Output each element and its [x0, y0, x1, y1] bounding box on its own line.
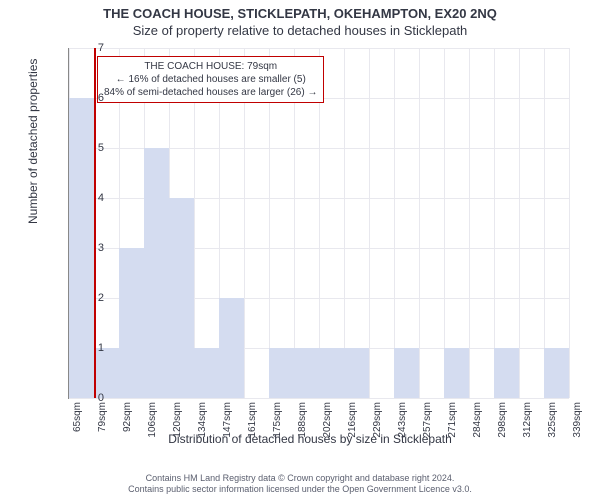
gridline-v — [419, 48, 420, 398]
xtick-label: 92sqm — [122, 402, 133, 452]
xtick-label: 161sqm — [247, 402, 258, 452]
xtick-label: 271sqm — [447, 402, 458, 452]
annotation-line2: ← 16% of detached houses are smaller (5) — [104, 73, 317, 86]
ytick-label: 7 — [84, 42, 104, 54]
xtick-label: 147sqm — [222, 402, 233, 452]
xtick-label: 243sqm — [397, 402, 408, 452]
gridline-v — [394, 48, 395, 398]
xtick-label: 65sqm — [72, 402, 83, 452]
annotation-box: THE COACH HOUSE: 79sqm ← 16% of detached… — [97, 56, 324, 103]
histogram-bar — [194, 348, 219, 398]
xtick-label: 298sqm — [497, 402, 508, 452]
histogram-bar — [344, 348, 369, 398]
histogram-bar — [269, 348, 294, 398]
footer-line1: Contains HM Land Registry data © Crown c… — [0, 473, 600, 485]
xtick-label: 325sqm — [547, 402, 558, 452]
plot-area: THE COACH HOUSE: 79sqm ← 16% of detached… — [68, 48, 569, 399]
annotation-line1: THE COACH HOUSE: 79sqm — [104, 60, 317, 73]
title-line2: Size of property relative to detached ho… — [0, 21, 600, 38]
gridline-v — [444, 48, 445, 398]
ytick-label: 1 — [84, 342, 104, 354]
histogram-bar — [544, 348, 569, 398]
ytick-label: 3 — [84, 242, 104, 254]
histogram-bar — [169, 198, 194, 398]
y-axis-label: Number of detached properties — [26, 59, 40, 224]
title-line1: THE COACH HOUSE, STICKLEPATH, OKEHAMPTON… — [0, 0, 600, 21]
gridline-v — [519, 48, 520, 398]
xtick-label: 188sqm — [297, 402, 308, 452]
xtick-label: 202sqm — [322, 402, 333, 452]
histogram-bar — [444, 348, 469, 398]
xtick-label: 175sqm — [272, 402, 283, 452]
xtick-label: 284sqm — [472, 402, 483, 452]
histogram-bar — [319, 348, 344, 398]
gridline-v — [469, 48, 470, 398]
histogram-bar — [144, 148, 169, 398]
gridline-v — [344, 48, 345, 398]
histogram-bar — [94, 348, 119, 398]
gridline-v — [544, 48, 545, 398]
xtick-label: 79sqm — [97, 402, 108, 452]
histogram-bar — [294, 348, 319, 398]
annotation-line3: 84% of semi-detached houses are larger (… — [104, 86, 317, 99]
xtick-label: 134sqm — [197, 402, 208, 452]
xtick-label: 106sqm — [147, 402, 158, 452]
ytick-label: 2 — [84, 292, 104, 304]
footer-line2: Contains public sector information licen… — [0, 484, 600, 496]
gridline-v — [494, 48, 495, 398]
gridline-h — [69, 398, 569, 399]
histogram-bar — [219, 298, 244, 398]
xtick-label: 257sqm — [422, 402, 433, 452]
gridline-v — [569, 48, 570, 398]
xtick-label: 120sqm — [172, 402, 183, 452]
histogram-bar — [494, 348, 519, 398]
xtick-label: 229sqm — [372, 402, 383, 452]
footer: Contains HM Land Registry data © Crown c… — [0, 473, 600, 496]
ytick-label: 6 — [84, 92, 104, 104]
xtick-label: 312sqm — [522, 402, 533, 452]
ytick-label: 5 — [84, 142, 104, 154]
xtick-label: 339sqm — [572, 402, 583, 452]
gridline-v — [369, 48, 370, 398]
histogram-bar — [394, 348, 419, 398]
xtick-label: 216sqm — [347, 402, 358, 452]
histogram-bar — [119, 248, 144, 398]
ytick-label: 4 — [84, 192, 104, 204]
chart-container: Number of detached properties THE COACH … — [40, 44, 580, 444]
